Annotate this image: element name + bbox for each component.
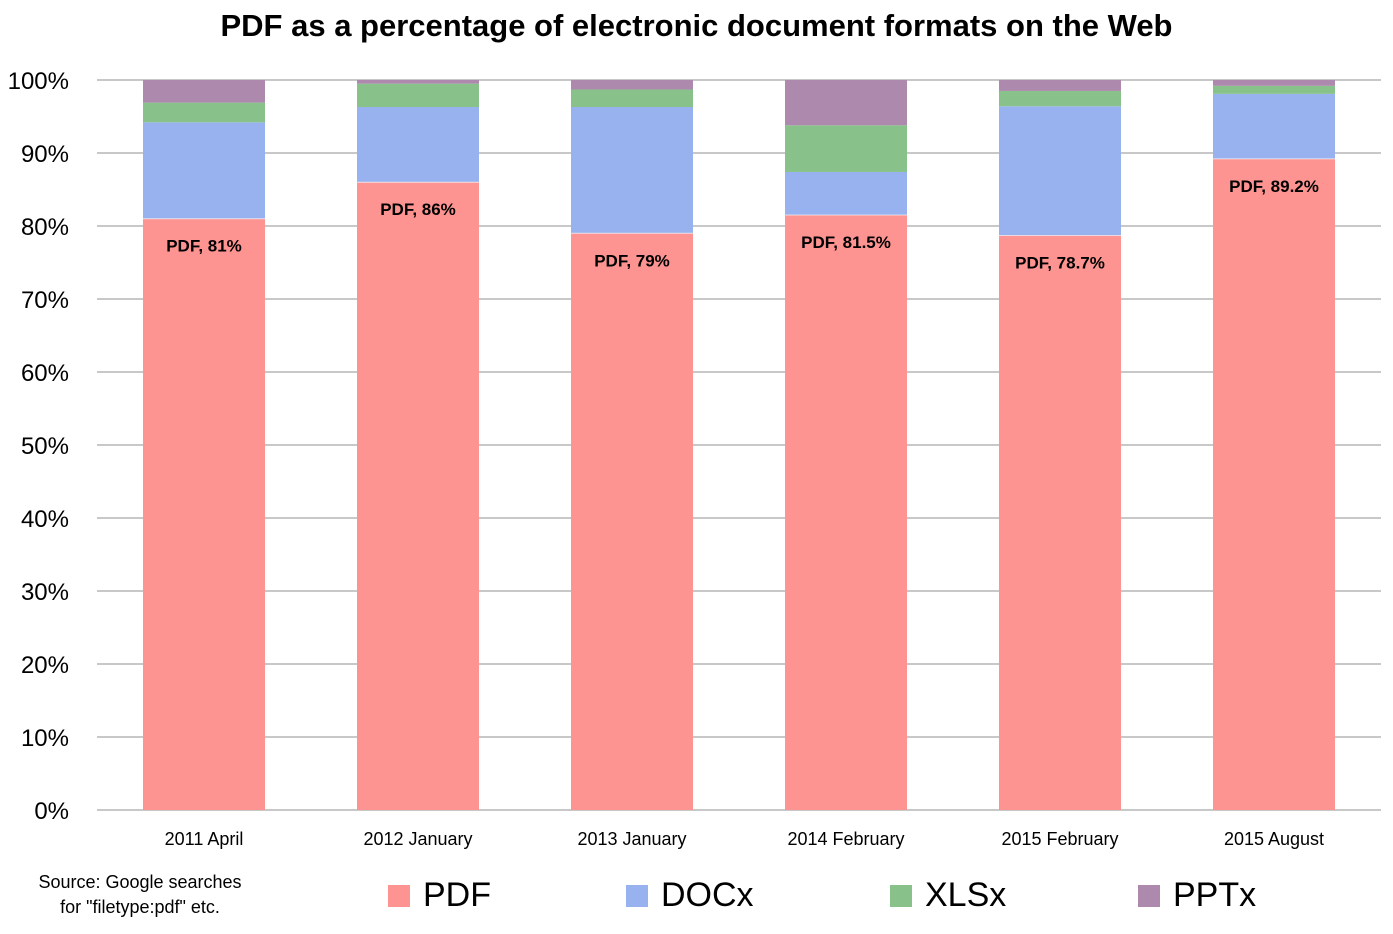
- legend-label-docx: DOCx: [661, 876, 754, 914]
- bar-docx-0: [143, 122, 265, 219]
- y-tick-label-0: 0%: [34, 798, 69, 825]
- source-note: Source: Google searches for "filetype:pd…: [20, 870, 260, 920]
- legend-label-xlsx: XLSx: [925, 876, 1007, 914]
- legend-swatch-xlsx: [890, 885, 912, 907]
- x-tick-label-0: 2011 April: [165, 829, 244, 849]
- bar-xlsx-1: [357, 83, 479, 108]
- data-label-2: PDF, 79%: [594, 251, 670, 270]
- bar-docx-5: [1213, 93, 1335, 159]
- bar-pptx-2: [571, 80, 693, 90]
- y-tick-label-70: 70%: [21, 287, 69, 314]
- bar-pdf-3: [785, 215, 907, 811]
- chart-title: PDF as a percentage of electronic docume…: [220, 8, 1173, 43]
- y-tick-label-20: 20%: [21, 652, 69, 679]
- y-tick-label-50: 50%: [21, 433, 69, 460]
- x-tick-label-2: 2013 January: [577, 829, 686, 849]
- bar-docx-3: [785, 171, 907, 216]
- bar-pdf-1: [357, 182, 479, 810]
- bar-docx-1: [357, 107, 479, 183]
- bar-xlsx-0: [143, 102, 265, 123]
- y-tick-label-30: 30%: [21, 579, 69, 606]
- x-tick-label-3: 2014 February: [787, 829, 904, 849]
- legend-swatch-docx: [626, 885, 648, 907]
- legend-label-pptx: PPTx: [1173, 876, 1257, 914]
- x-tick-label-4: 2015 February: [1001, 829, 1118, 849]
- bar-docx-2: [571, 107, 693, 234]
- data-labels: PDF, 81% PDF, 86% PDF, 79% PDF, 81.5% PDF, 7…: [166, 177, 1319, 273]
- x-tick-label-5: 2015 August: [1224, 829, 1324, 849]
- x-axis-ticks: 2011 April 2012 January 2013 January 2014 F…: [165, 829, 1324, 849]
- bar-pdf-4: [999, 235, 1121, 811]
- data-label-5: PDF, 89.2%: [1229, 177, 1319, 196]
- y-tick-label-100: 100%: [8, 68, 69, 95]
- bar-pptx-0: [143, 80, 265, 103]
- data-label-3: PDF, 81.5%: [801, 233, 891, 252]
- bar-pdf-0: [143, 218, 265, 810]
- bar-xlsx-4: [999, 90, 1121, 107]
- source-note-line-2: for "filetype:pdf" etc.: [60, 897, 220, 917]
- data-label-1: PDF, 86%: [380, 200, 456, 219]
- bar-pptx-3: [785, 80, 907, 126]
- data-label-0: PDF, 81%: [166, 237, 242, 256]
- bar-pptx-4: [999, 80, 1121, 91]
- legend-swatch-pptx: [1138, 885, 1160, 907]
- bars: [143, 80, 1335, 811]
- data-label-4: PDF, 78.7%: [1015, 253, 1105, 272]
- bar-xlsx-2: [571, 89, 693, 108]
- bar-docx-4: [999, 106, 1121, 236]
- x-tick-label-1: 2012 January: [363, 829, 472, 849]
- y-tick-label-80: 80%: [21, 214, 69, 241]
- bar-xlsx-5: [1213, 85, 1335, 94]
- bar-pdf-5: [1213, 158, 1335, 811]
- bar-pptx-1: [357, 80, 479, 84]
- y-axis-ticks: 0% 10% 20% 30% 40% 50% 60% 70% 80% 90% 100%: [8, 68, 69, 825]
- bar-xlsx-3: [785, 125, 907, 172]
- y-tick-label-60: 60%: [21, 360, 69, 387]
- source-note-line-1: Source: Google searches: [38, 872, 242, 892]
- y-tick-label-40: 40%: [21, 506, 69, 533]
- y-tick-label-10: 10%: [21, 725, 69, 752]
- legend-label-pdf: PDF: [423, 876, 491, 914]
- gridlines: [97, 79, 1381, 811]
- legend-swatch-pdf: [388, 885, 410, 907]
- y-tick-label-90: 90%: [21, 141, 69, 168]
- bar-pdf-2: [571, 233, 693, 811]
- bar-pptx-5: [1213, 80, 1335, 86]
